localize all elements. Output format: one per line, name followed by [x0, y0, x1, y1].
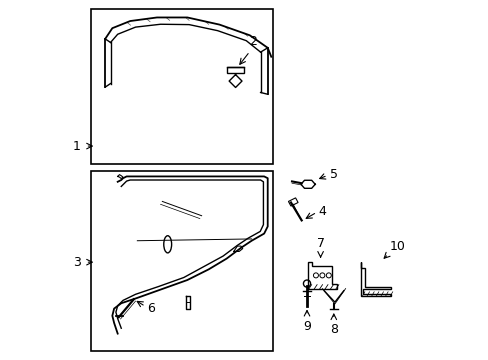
Text: 3: 3: [73, 256, 81, 269]
Text: 6: 6: [147, 302, 155, 315]
Text: 1: 1: [73, 140, 81, 153]
Text: 7: 7: [316, 237, 324, 250]
Text: 2: 2: [249, 35, 257, 48]
Text: 9: 9: [303, 320, 310, 333]
Text: 5: 5: [329, 168, 337, 181]
Text: 8: 8: [329, 323, 337, 336]
Text: 4: 4: [318, 204, 326, 217]
Text: 10: 10: [389, 239, 405, 252]
